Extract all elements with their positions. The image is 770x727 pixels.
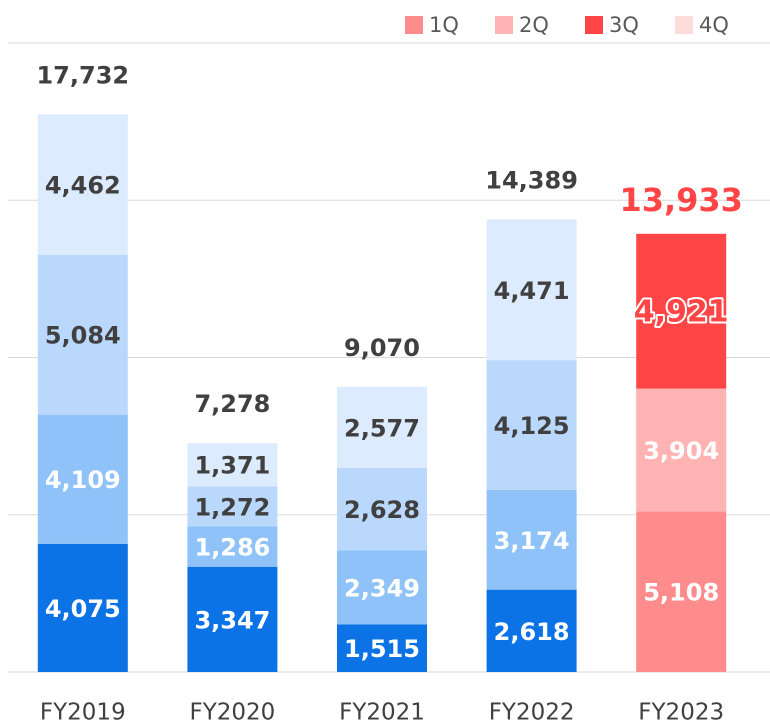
bar-segment	[636, 233, 727, 389]
segment-label: 2,618	[494, 618, 570, 646]
bar-segment	[37, 543, 128, 672]
total-label: 7,278	[194, 390, 270, 418]
bar-segment	[187, 526, 278, 567]
total-label: 9,070	[344, 334, 420, 362]
x-tick-label: FY2019	[40, 700, 126, 726]
total-label: 14,389	[485, 166, 578, 194]
bar-segment	[187, 443, 278, 487]
segment-label: 4,075	[45, 595, 121, 623]
segment-label: 4,125	[494, 412, 570, 440]
x-tick-label: FY2023	[638, 700, 724, 726]
total-label: 17,732	[36, 61, 129, 89]
segment-label: 4,471	[494, 277, 570, 305]
segment-label: 5,108	[643, 579, 719, 607]
segment-label: 4,109	[45, 466, 121, 494]
x-tick-label: FY2021	[339, 700, 425, 726]
segment-label: 2,349	[344, 574, 420, 602]
bar-segment	[37, 254, 128, 415]
segment-label: 1,272	[194, 493, 270, 521]
segment-label: 2,628	[344, 496, 420, 524]
segment-label: 3,174	[494, 527, 570, 555]
bar-segment	[486, 219, 577, 361]
bar-segment	[636, 388, 727, 512]
legend-swatch	[405, 16, 423, 34]
segment-label: 2,577	[344, 414, 420, 442]
bar-segment	[486, 360, 577, 490]
legend-swatch	[675, 16, 693, 34]
bar-segment	[337, 386, 427, 468]
bar-segment	[486, 589, 577, 672]
bar-segment	[636, 511, 727, 672]
bar-segment	[187, 486, 278, 527]
bar-segment	[337, 467, 427, 551]
bar-segment	[486, 489, 577, 590]
bar-segment	[187, 566, 278, 672]
segment-label: 5,084	[45, 322, 121, 350]
bar-segment	[37, 114, 128, 255]
segment-label: 1,371	[194, 452, 270, 480]
x-tick-label: FY2020	[189, 700, 275, 726]
segment-label: 1,286	[194, 534, 270, 562]
legend-label: 4Q	[699, 13, 729, 37]
legend-label: 3Q	[609, 13, 639, 37]
legend-label: 2Q	[519, 13, 549, 37]
bar-segment	[337, 624, 427, 672]
legend-swatch	[585, 16, 603, 34]
segment-label: 4,921	[634, 295, 729, 330]
total-label: 13,933	[619, 181, 742, 219]
bar-segment	[337, 550, 427, 625]
legend-label: 1Q	[429, 13, 459, 37]
legend-swatch	[495, 16, 513, 34]
x-tick-label: FY2022	[489, 700, 575, 726]
bar-segment	[37, 414, 128, 544]
segment-label: 4,462	[45, 172, 121, 200]
segment-label: 1,515	[344, 635, 420, 663]
segment-label: 3,904	[643, 437, 719, 465]
segment-label: 3,347	[194, 606, 270, 634]
